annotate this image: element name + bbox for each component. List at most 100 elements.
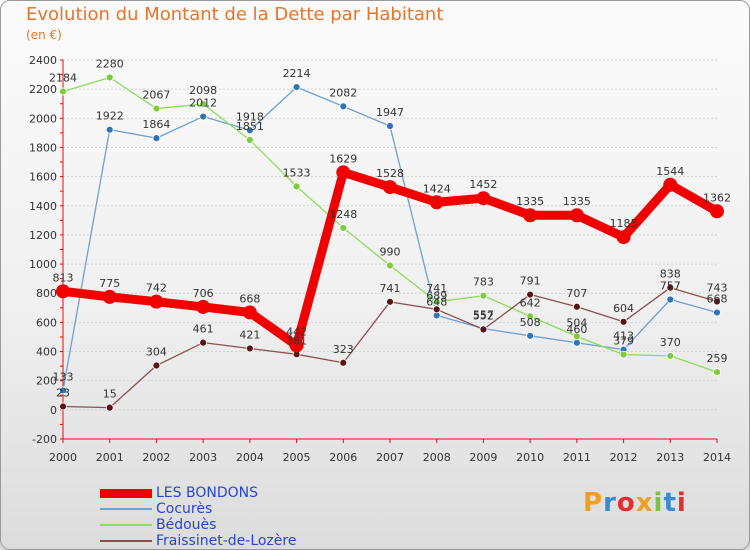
data-point — [569, 208, 584, 223]
data-label: 552 — [473, 309, 494, 322]
data-label: 1544 — [656, 165, 684, 178]
data-label: 413 — [613, 330, 634, 343]
data-label: 1424 — [423, 182, 451, 195]
data-label: 442 — [286, 325, 307, 338]
data-point — [572, 338, 581, 347]
data-point — [479, 325, 488, 334]
legend-label: Fraissinet-de-Lozère — [156, 533, 297, 549]
data-label: 304 — [146, 346, 167, 359]
x-tick-label: 2011 — [563, 451, 591, 464]
data-label: 421 — [239, 328, 260, 341]
data-point — [616, 230, 631, 245]
data-point — [245, 344, 254, 353]
data-label: 2082 — [329, 86, 357, 99]
x-tick-label: 2002 — [142, 451, 170, 464]
data-point — [432, 297, 441, 306]
legend-swatch — [100, 508, 152, 510]
data-point — [339, 224, 348, 232]
chart-subtitle: (en €) — [26, 28, 62, 42]
x-tick-label: 2001 — [96, 451, 124, 464]
data-label: 1947 — [376, 106, 404, 119]
x-tick-label: 2013 — [656, 451, 684, 464]
data-point — [386, 122, 394, 130]
data-point — [572, 332, 581, 341]
data-label: 707 — [566, 287, 587, 300]
data-label: 557 — [473, 309, 494, 322]
y-tick-label: 0 — [50, 404, 57, 417]
x-tick-label: 2008 — [423, 451, 451, 464]
data-label: 1864 — [142, 118, 170, 131]
data-label: 668 — [707, 292, 728, 305]
data-label: 2067 — [142, 89, 170, 102]
data-label: 508 — [520, 316, 541, 329]
data-label: 2012 — [189, 97, 217, 110]
data-point — [292, 182, 301, 191]
y-tick-label: 2200 — [29, 83, 57, 96]
y-tick-label: 1600 — [29, 171, 57, 184]
y-tick-label: 1200 — [29, 229, 57, 242]
data-label: 990 — [380, 246, 401, 259]
data-point — [289, 338, 304, 353]
data-label: 1185 — [610, 217, 638, 230]
data-label: 1629 — [329, 152, 357, 165]
data-point — [105, 73, 114, 82]
data-label: 689 — [426, 289, 447, 302]
data-label: 1362 — [703, 191, 731, 204]
x-tick-label: 2006 — [329, 451, 357, 464]
data-label: 381 — [286, 334, 307, 347]
data-label: 1335 — [516, 195, 544, 208]
data-label: 743 — [707, 282, 728, 295]
data-point — [59, 386, 67, 395]
y-tick-label: 200 — [36, 375, 57, 388]
y-tick-label: 2400 — [29, 54, 57, 67]
data-label: 648 — [426, 295, 447, 308]
data-label: 741 — [380, 282, 401, 295]
data-point — [526, 312, 535, 321]
y-tick-label: 1000 — [29, 258, 57, 271]
data-point — [526, 331, 535, 340]
y-tick-label: 1400 — [29, 200, 57, 213]
y-tick-label: 2000 — [29, 112, 57, 125]
data-label: 668 — [239, 292, 260, 305]
y-tick-label: 1800 — [29, 141, 57, 154]
data-point — [666, 352, 675, 360]
data-label: 2098 — [189, 84, 217, 97]
data-point — [432, 305, 441, 314]
data-label: 604 — [613, 302, 634, 315]
data-point — [199, 112, 208, 121]
data-label: 2184 — [49, 71, 77, 84]
data-point — [666, 283, 675, 292]
series-line — [62, 167, 720, 350]
data-point — [196, 299, 211, 314]
x-tick-label: 2007 — [376, 451, 404, 464]
data-label: 838 — [660, 268, 681, 281]
legend-swatch — [100, 489, 152, 498]
data-label: 2214 — [283, 67, 311, 80]
data-label: 379 — [613, 335, 634, 348]
x-tick-label: 2010 — [516, 451, 544, 464]
data-point — [105, 403, 114, 412]
y-tick-label: 800 — [36, 287, 57, 300]
x-tick-label: 2014 — [703, 451, 731, 464]
legend-swatch — [100, 540, 152, 542]
data-point — [149, 294, 164, 309]
x-tick-label: 2012 — [610, 451, 638, 464]
data-label: 775 — [99, 277, 120, 290]
data-label: 460 — [566, 323, 587, 336]
data-label: 642 — [520, 296, 541, 309]
y-tick-label: 600 — [36, 316, 57, 329]
data-point — [386, 297, 394, 306]
data-label: 259 — [707, 352, 728, 365]
data-point — [619, 317, 628, 326]
data-point — [152, 361, 161, 370]
y-tick-label: -200 — [32, 433, 57, 446]
data-label: 741 — [426, 282, 447, 295]
data-point — [199, 338, 208, 347]
data-label: 1528 — [376, 167, 404, 180]
data-point — [429, 195, 444, 210]
data-point — [199, 100, 208, 108]
data-label: 813 — [53, 271, 74, 284]
data-point — [713, 297, 721, 306]
data-point — [619, 350, 628, 359]
